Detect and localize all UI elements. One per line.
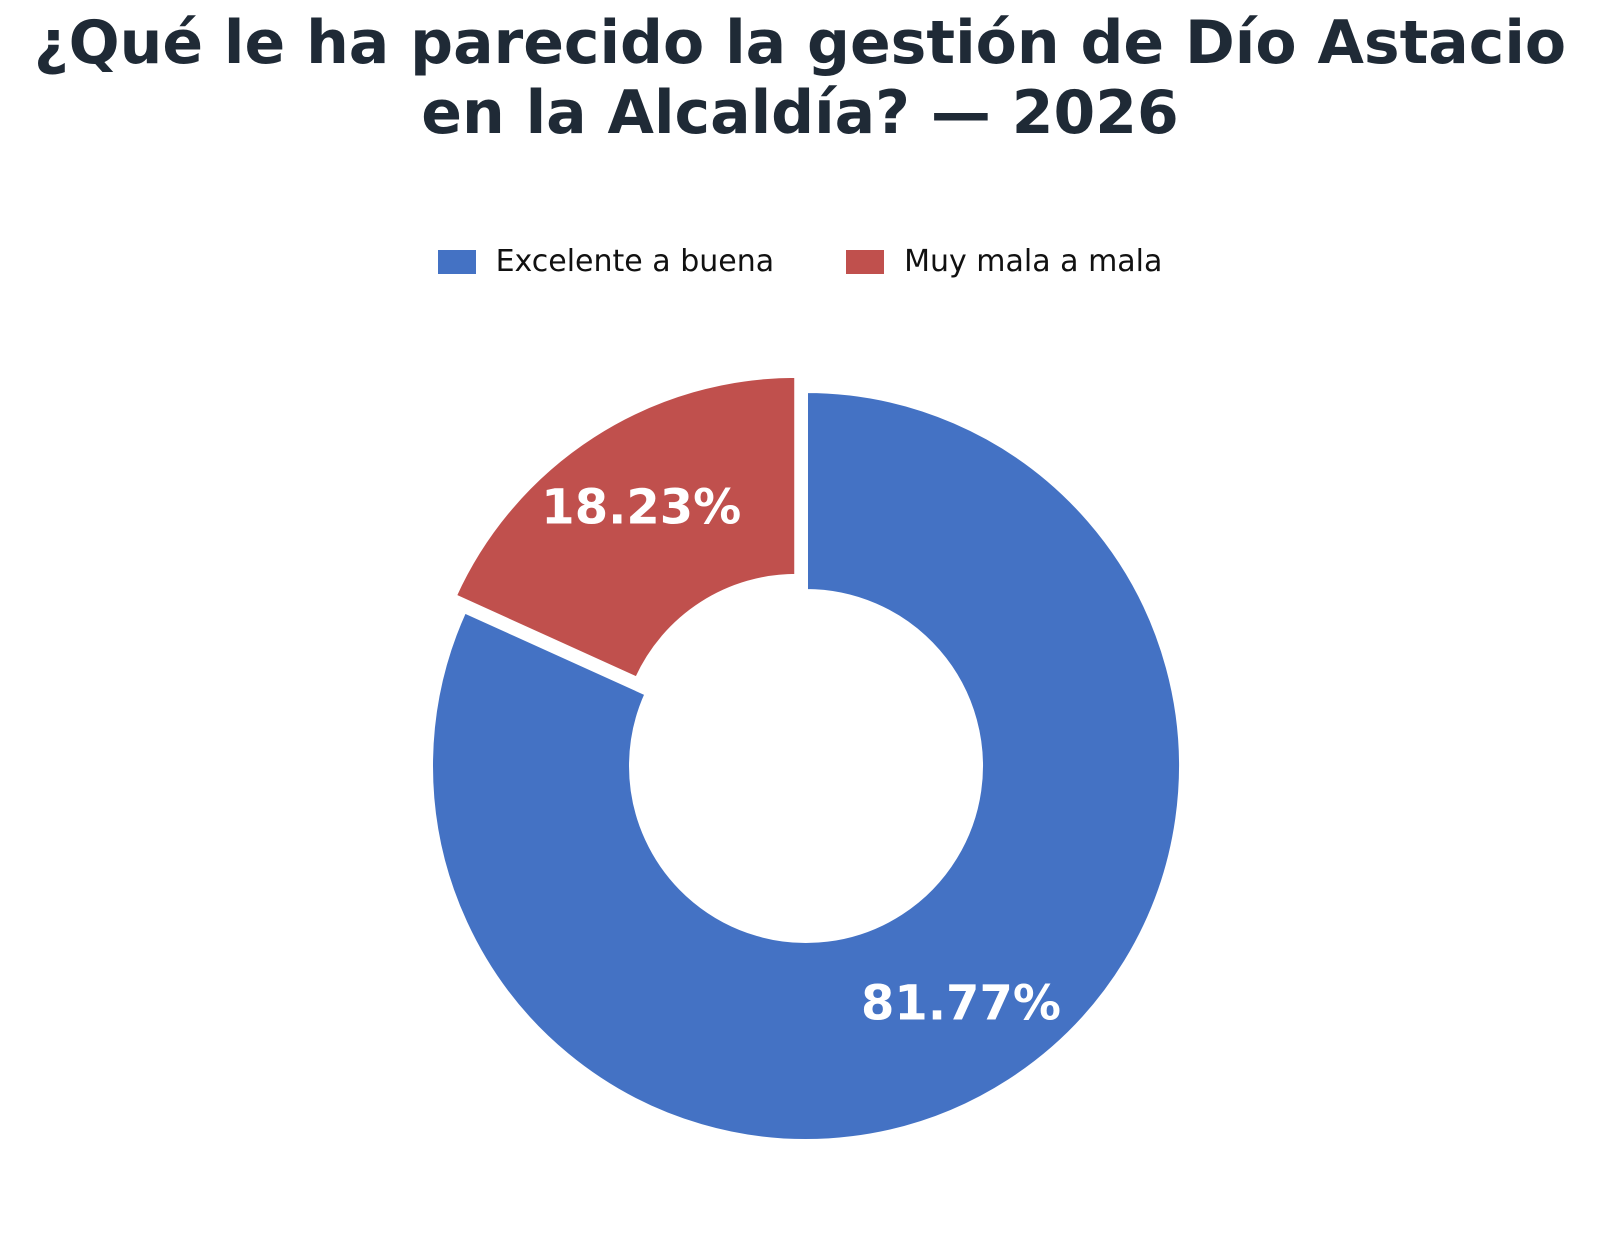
chart-title-line-2: en la Alcaldía? — 2026 [421, 78, 1179, 148]
legend-label-muy-mala-a-mala: Muy mala a mala [904, 244, 1163, 279]
slice-label-excelente-a-buena: 81.77% [861, 975, 1061, 1031]
slice-label-muy-mala-a-mala: 18.23% [541, 480, 741, 536]
slice-muy-mala-a-mala[interactable] [452, 373, 799, 682]
legend-item-excelente-a-buena[interactable]: Excelente a buena [437, 244, 775, 279]
chart-title: ¿Qué le ha parecido la gestión de Dío As… [0, 8, 1600, 148]
chart-legend: Excelente a buena Muy mala a mala [0, 244, 1600, 279]
chart-title-line-1: ¿Qué le ha parecido la gestión de Dío As… [33, 8, 1567, 78]
slice-excelente-a-buena[interactable] [429, 388, 1183, 1143]
legend-swatch-excelente-a-buena [437, 249, 476, 274]
legend-item-muy-mala-a-mala[interactable]: Muy mala a mala [846, 244, 1162, 279]
legend-label-excelente-a-buena: Excelente a buena [495, 244, 775, 279]
legend-swatch-muy-mala-a-mala [846, 249, 885, 274]
